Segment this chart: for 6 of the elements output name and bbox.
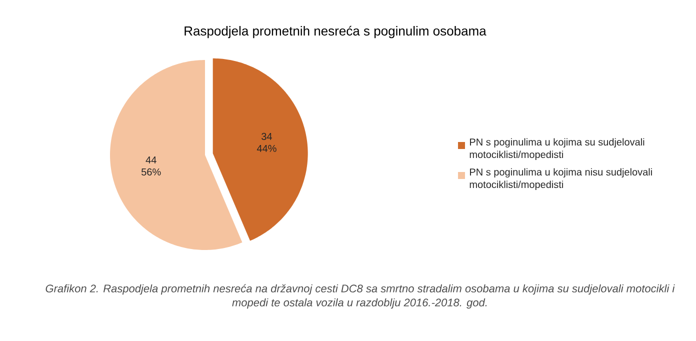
legend-label: PN s poginulima u kojima nisu sudjelovali motociklisti/mopedisti — [470, 168, 652, 190]
data-label: 44 56% — [142, 156, 161, 176]
text: Grafikon 2. Raspodjela prometnih nesreća na državnoj cesti DC8 sa smrtno stradalim osobama u kojima su sudjelovali motocikli i mopedi te ostala vozila u razdoblju 2016.-2018. god. — [46, 284, 675, 309]
chart-title: Raspodjela prometnih nesreća s poginulim osobama — [184, 26, 486, 38]
legend-label: PN s poginulima u kojima su sudjelovali motociklisti/mopedisti — [470, 138, 644, 160]
data-label: 34 44% — [256, 132, 276, 152]
